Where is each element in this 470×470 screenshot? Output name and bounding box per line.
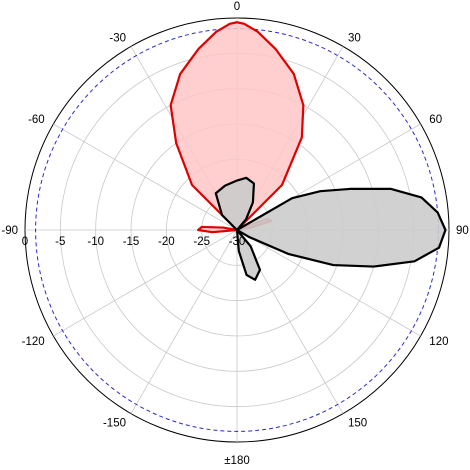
radial-tick-label: -15 bbox=[123, 236, 140, 248]
radial-tick-label: -25 bbox=[193, 236, 210, 248]
grid-spoke bbox=[236, 229, 421, 337]
radial-tick-label: -30 bbox=[229, 236, 246, 248]
grid-spoke bbox=[53, 123, 238, 231]
angle-tick-label: 90 bbox=[456, 225, 469, 237]
angle-tick-label: 120 bbox=[429, 336, 448, 348]
angle-tick-label: ±180 bbox=[224, 455, 250, 467]
angle-tick-label: -90 bbox=[1, 225, 18, 237]
series-layer bbox=[169, 21, 447, 281]
radial-tick-label: 0 bbox=[22, 236, 28, 248]
grid-spoke bbox=[53, 229, 238, 337]
angle-tick-label: -150 bbox=[103, 417, 126, 429]
radial-tick-label: -20 bbox=[158, 236, 175, 248]
series-2-pattern bbox=[214, 176, 447, 281]
angle-tick-label: 30 bbox=[348, 33, 361, 45]
angle-tick-label: 0 bbox=[234, 1, 240, 13]
radial-tick-label: -10 bbox=[87, 236, 104, 248]
angle-tick-label: 60 bbox=[429, 114, 442, 126]
radial-tick-label: -5 bbox=[55, 236, 65, 248]
angle-tick-label: -120 bbox=[22, 336, 45, 348]
angle-tick-label: -30 bbox=[109, 33, 126, 45]
angle-tick-label: 150 bbox=[348, 417, 367, 429]
angle-tick-label: -60 bbox=[28, 114, 45, 126]
grid-spoke bbox=[130, 229, 238, 414]
